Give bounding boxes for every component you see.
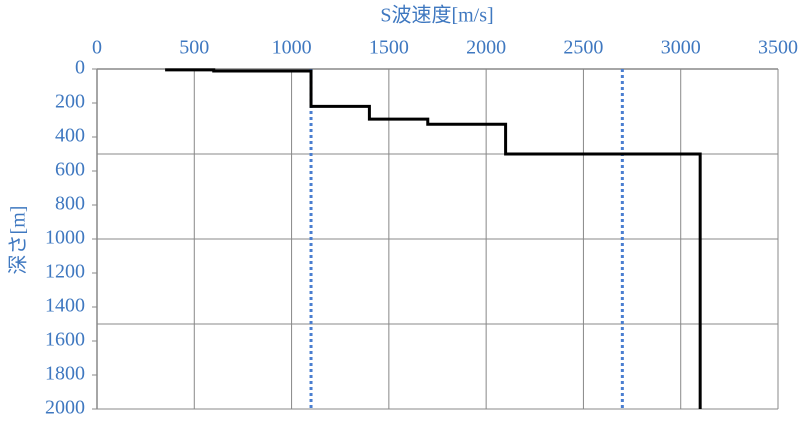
data-line (165, 68, 702, 409)
x-axis-label: S波速度[m/s] (380, 4, 493, 27)
x-tick-label: 1000 (272, 37, 312, 59)
y-tick-label: 600 (55, 159, 85, 181)
y-tick-label: 1400 (45, 295, 85, 317)
x-tick-label: 0 (92, 37, 102, 59)
y-tick-label: 400 (55, 125, 85, 147)
y-axis-label: 深さ[m] (7, 206, 30, 275)
x-tick-label: 3500 (758, 37, 798, 59)
y-tick-label: 1200 (45, 261, 85, 283)
y-tick-label: 0 (75, 57, 85, 79)
y-tick-label: 800 (55, 193, 85, 215)
y-tick-label: 1000 (45, 227, 85, 249)
x-tick-label: 500 (179, 37, 209, 59)
y-tick-label: 200 (55, 91, 85, 113)
x-tick-label: 1500 (369, 37, 409, 59)
x-tick-label: 2500 (563, 37, 603, 59)
y-tick-label: 1600 (45, 329, 85, 351)
x-tick-label: 2000 (466, 37, 506, 59)
x-tick-label: 3000 (661, 37, 701, 59)
y-tick-label: 2000 (45, 397, 85, 419)
y-tick-label: 1800 (45, 363, 85, 385)
